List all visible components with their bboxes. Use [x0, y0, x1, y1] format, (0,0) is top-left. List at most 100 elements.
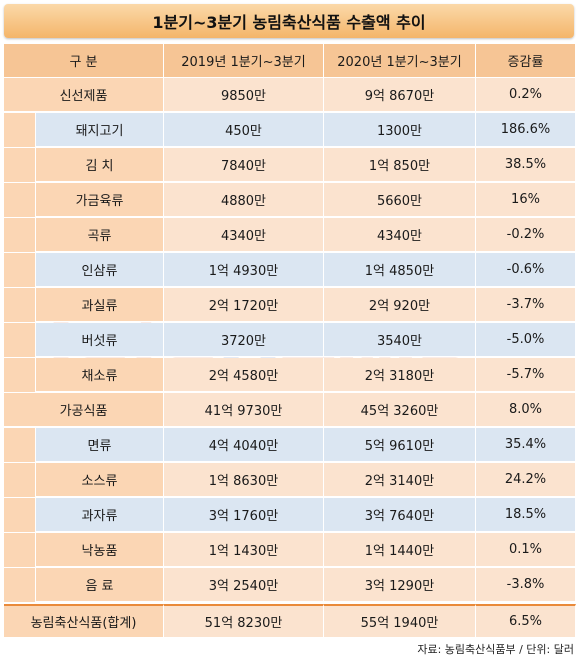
- value-2019: 3720만: [164, 323, 324, 357]
- change-rate: -3.8%: [476, 568, 576, 602]
- value-2020: 4340만: [324, 218, 476, 252]
- row-label: 가공식품: [4, 393, 164, 427]
- row-label: 과자류: [36, 498, 164, 532]
- header-rate: 증감률: [476, 44, 576, 78]
- header-2020: 2020년 1분기~3분기: [324, 44, 476, 78]
- total-2020: 55억 1940만: [324, 604, 476, 638]
- group-indent: [4, 253, 36, 288]
- row-label: 신선제품: [4, 78, 164, 112]
- row-label: 음 료: [36, 568, 164, 602]
- table-row: 김 치 7840만 1억 850만 38.5%: [4, 148, 576, 183]
- group-indent: [4, 288, 36, 323]
- value-2020: 9억 8670만: [324, 78, 476, 112]
- group-indent: [4, 498, 36, 533]
- group-indent: [4, 533, 36, 568]
- table-row: 과실류 2억 1720만 2억 920만 -3.7%: [4, 288, 576, 323]
- table-row: 채소류 2억 4580만 2억 3180만 -5.7%: [4, 358, 576, 393]
- value-2020: 3억 7640만: [324, 498, 476, 532]
- table-title: 1분기~3분기 농림축산식품 수출액 추이: [4, 4, 574, 38]
- change-rate: 16%: [476, 183, 576, 217]
- value-2019: 7840만: [164, 148, 324, 182]
- change-rate: 18.5%: [476, 498, 576, 532]
- row-label: 채소류: [36, 358, 164, 392]
- value-2019: 3억 2540만: [164, 568, 324, 602]
- value-2019: 1억 1430만: [164, 533, 324, 567]
- group-indent: [4, 428, 36, 463]
- table-row: 낙농품 1억 1430만 1억 1440만 0.1%: [4, 533, 576, 568]
- table-row: 면류 4억 4040만 5억 9610만 35.4%: [4, 428, 576, 463]
- group-indent: [4, 183, 36, 218]
- change-rate: -3.7%: [476, 288, 576, 322]
- total-rate: 6.5%: [476, 604, 576, 638]
- group-indent: [4, 463, 36, 498]
- table-row: 곡류 4340만 4340만 -0.2%: [4, 218, 576, 253]
- value-2020: 5억 9610만: [324, 428, 476, 462]
- value-2020: 1억 850만: [324, 148, 476, 182]
- table-row: 소스류 1억 8630만 2억 3140만 24.2%: [4, 463, 576, 498]
- value-2020: 2억 3180만: [324, 358, 476, 392]
- group-indent: [4, 218, 36, 253]
- value-2020: 3억 1290만: [324, 568, 476, 602]
- value-2020: 2억 3140만: [324, 463, 476, 497]
- change-rate: 0.1%: [476, 533, 576, 567]
- value-2019: 9850만: [164, 78, 324, 112]
- change-rate: 38.5%: [476, 148, 576, 182]
- row-label: 가금육류: [36, 183, 164, 217]
- row-label: 면류: [36, 428, 164, 462]
- row-label: 김 치: [36, 148, 164, 182]
- change-rate: 8.0%: [476, 393, 576, 427]
- group-indent: [4, 148, 36, 183]
- change-rate: 186.6%: [476, 113, 576, 147]
- total-2019: 51억 8230만: [164, 604, 324, 638]
- value-2020: 2억 920만: [324, 288, 476, 322]
- change-rate: -0.2%: [476, 218, 576, 252]
- value-2020: 3540만: [324, 323, 476, 357]
- source-note: 자료: 농림축산식품부 / 단위: 달러: [417, 643, 574, 656]
- change-rate: 0.2%: [476, 78, 576, 112]
- header-row: 구 분 2019년 1분기~3분기 2020년 1분기~3분기 증감률: [4, 44, 576, 78]
- total-label: 농림축산식품(합계): [4, 604, 164, 638]
- value-2020: 1300만: [324, 113, 476, 147]
- group-indent: [4, 358, 36, 393]
- change-rate: -5.0%: [476, 323, 576, 357]
- value-2019: 2억 4580만: [164, 358, 324, 392]
- row-label: 낙농품: [36, 533, 164, 567]
- table-row: 돼지고기 450만 1300만 186.6%: [4, 113, 576, 148]
- table-row: 인삼류 1억 4930만 1억 4850만 -0.6%: [4, 253, 576, 288]
- value-2019: 4340만: [164, 218, 324, 252]
- value-2020: 5660만: [324, 183, 476, 217]
- row-label: 인삼류: [36, 253, 164, 287]
- total-row: 농림축산식품(합계) 51억 8230만 55억 1940만 6.5%: [4, 604, 576, 638]
- value-2019: 3억 1760만: [164, 498, 324, 532]
- table-row: 버섯류 3720만 3540만 -5.0%: [4, 323, 576, 358]
- value-2019: 1억 8630만: [164, 463, 324, 497]
- group-indent: [4, 568, 36, 603]
- value-2019: 4880만: [164, 183, 324, 217]
- group-indent: [4, 323, 36, 358]
- row-label: 과실류: [36, 288, 164, 322]
- row-label: 버섯류: [36, 323, 164, 357]
- row-label: 소스류: [36, 463, 164, 497]
- value-2019: 2억 1720만: [164, 288, 324, 322]
- table-row: 과자류 3억 1760만 3억 7640만 18.5%: [4, 498, 576, 533]
- value-2020: 1억 1440만: [324, 533, 476, 567]
- value-2020: 1억 4850만: [324, 253, 476, 287]
- change-rate: 35.4%: [476, 428, 576, 462]
- value-2020: 45억 3260만: [324, 393, 476, 427]
- table-row: 신선제품 9850만 9억 8670만 0.2%: [4, 78, 576, 112]
- change-rate: -5.7%: [476, 358, 576, 392]
- value-2019: 450만: [164, 113, 324, 147]
- group-indent: [4, 113, 36, 148]
- table-row: 가금육류 4880만 5660만 16%: [4, 183, 576, 218]
- row-label: 돼지고기: [36, 113, 164, 147]
- header-2019: 2019년 1분기~3분기: [164, 44, 324, 78]
- row-label: 곡류: [36, 218, 164, 252]
- change-rate: 24.2%: [476, 463, 576, 497]
- change-rate: -0.6%: [476, 253, 576, 287]
- header-category: 구 분: [4, 44, 164, 78]
- table-row: 가공식품 41억 9730만 45억 3260만 8.0%: [4, 393, 576, 427]
- table-row: 음 료 3억 2540만 3억 1290만 -3.8%: [4, 568, 576, 603]
- value-2019: 4억 4040만: [164, 428, 324, 462]
- value-2019: 1억 4930만: [164, 253, 324, 287]
- value-2019: 41억 9730만: [164, 393, 324, 427]
